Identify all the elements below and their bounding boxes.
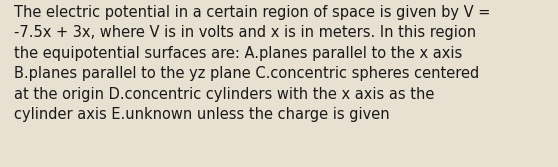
Text: The electric potential in a certain region of space is given by V =
-7.5x + 3x, : The electric potential in a certain regi… bbox=[14, 5, 490, 122]
